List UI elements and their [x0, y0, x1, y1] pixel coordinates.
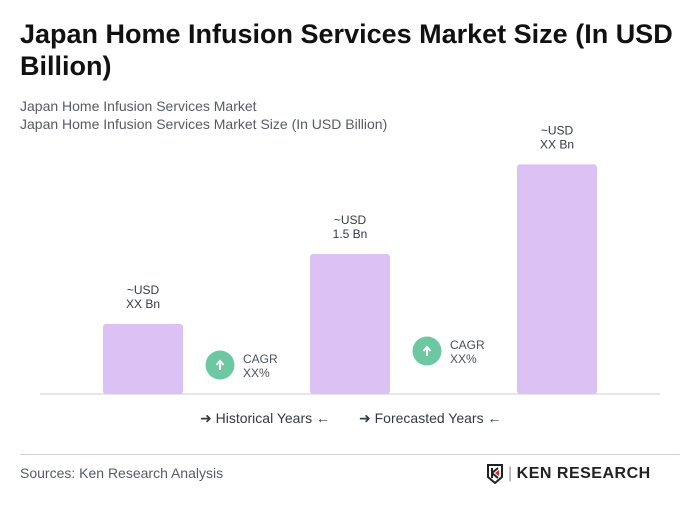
arrow-up-icon	[422, 345, 432, 356]
arrow-left-icon: ←	[316, 410, 331, 426]
legend-historical: ➜ Historical Years ←	[200, 410, 331, 426]
cagr-label: CAGR	[450, 338, 485, 352]
cagr-value: XX%	[450, 352, 477, 366]
ken-logo-icon	[487, 464, 503, 484]
data-label: 1.5 Bn	[333, 227, 368, 241]
data-label: XX Bn	[540, 137, 574, 151]
arrow-up-icon	[215, 359, 225, 370]
data-label: XX Bn	[126, 297, 160, 311]
arrow-right-icon: ➜	[359, 410, 371, 426]
source-text: Sources: Ken Research Analysis	[20, 465, 224, 481]
bar	[310, 254, 390, 394]
page-title: Japan Home Infusion Services Market Size…	[20, 19, 673, 81]
chart-subtitle-2: Japan Home Infusion Services Market Size…	[20, 116, 388, 132]
footer-divider	[20, 454, 680, 455]
arrow-right-icon: ➜	[200, 410, 212, 426]
arrow-left-icon: ←	[487, 410, 502, 426]
legend-forecasted: ➜ Forecasted Years ←	[359, 410, 502, 426]
data-label: ~USD	[334, 213, 367, 227]
data-label: ~USD	[541, 123, 574, 137]
bar	[517, 164, 597, 394]
bar	[103, 324, 183, 394]
data-label: ~USD	[127, 283, 160, 297]
cagr-value: XX%	[243, 366, 270, 380]
chart-subtitle: Japan Home Infusion Services Market	[20, 98, 257, 114]
cagr-label: CAGR	[243, 352, 278, 366]
ken-research-logo: | KEN RESEARCH	[486, 464, 651, 484]
